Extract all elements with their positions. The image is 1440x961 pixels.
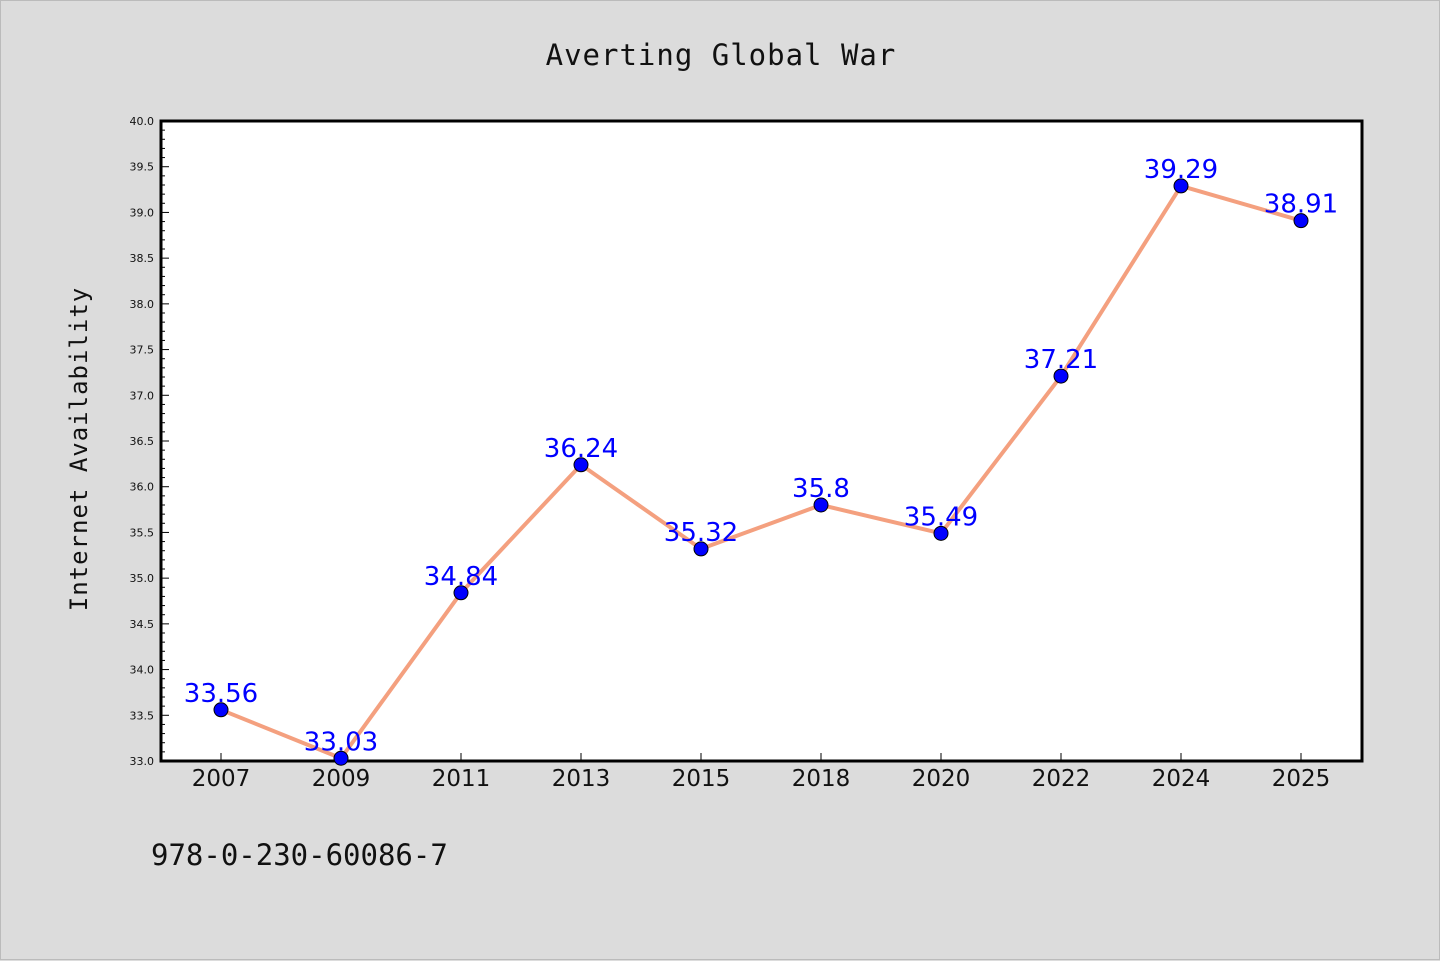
x-axis-ticks: 2007 2009 2011 2013 2015 2018 2020 2022 2024 2025 [192,753,1331,792]
y-tick-label: 33.5 [130,709,155,722]
plot-area [159,119,1364,763]
data-label: 35.8 [792,474,850,504]
data-point [933,525,949,541]
y-tick-label: 39.0 [130,206,155,219]
data-point [813,497,829,513]
y-tick-label: 35.5 [130,526,155,539]
series-line [220,183,1302,761]
data-point [333,750,349,766]
data-point [693,541,709,557]
y-tick-label: 33.0 [130,755,155,768]
marker-group [213,178,1309,766]
chart-title: Averting Global War [546,38,897,72]
data-label: 35.32 [664,518,738,548]
data-label: 39.29 [1144,155,1218,185]
x-tick-label: 2020 [912,766,971,792]
y-tick-label: 39.5 [130,161,155,174]
y-tick-label: 37.0 [130,389,155,402]
data-point [1053,368,1069,384]
y-tick-label: 38.5 [130,252,155,265]
data-label: 33.56 [184,679,258,709]
x-tick-label: 2015 [672,766,731,792]
y-tick-label: 37.5 [130,344,155,357]
series-line-group [220,183,1302,761]
data-point [1293,213,1309,229]
y-tick-label: 34.5 [130,618,155,631]
y-tick-label: 35.0 [130,572,155,585]
data-label: 38.91 [1264,190,1338,220]
data-label: 36.24 [544,434,618,464]
data-point [1173,178,1189,194]
data-point [573,457,589,473]
data-point [453,585,469,601]
y-tick-label: 40.0 [130,115,155,128]
x-tick-label: 2009 [312,766,371,792]
x-tick-label: 2022 [1032,766,1091,792]
x-tick-label: 2025 [1272,766,1331,792]
y-tick-label: 38.0 [130,298,155,311]
x-tick-label: 2013 [552,766,611,792]
y-tick-label: 36.0 [130,481,155,494]
data-label-group: 33.56 33.03 34.84 36.24 35.32 35.8 35.49 37.21 3… [184,155,1338,757]
x-tick-label: 2011 [432,766,491,792]
y-tick-label: 34.0 [130,664,155,677]
x-tick-label: 2018 [792,766,851,792]
data-label: 33.03 [304,727,378,757]
data-label: 34.84 [424,562,498,592]
y-tick-label: 36.5 [130,435,155,448]
data-label: 37.21 [1024,345,1098,375]
data-label: 35.49 [904,502,978,532]
isbn-footer: 978-0-230-60086-7 [151,838,448,872]
x-tick-label: 2024 [1152,766,1211,792]
y-axis-label: Internet Availability [65,287,93,611]
x-tick-label: 2007 [192,766,251,792]
y-axis-ticks: 33.0 33.5 34.0 34.5 35.0 35.5 36.0 36.5 37.0 37.5… [130,115,169,768]
data-point [213,702,229,718]
